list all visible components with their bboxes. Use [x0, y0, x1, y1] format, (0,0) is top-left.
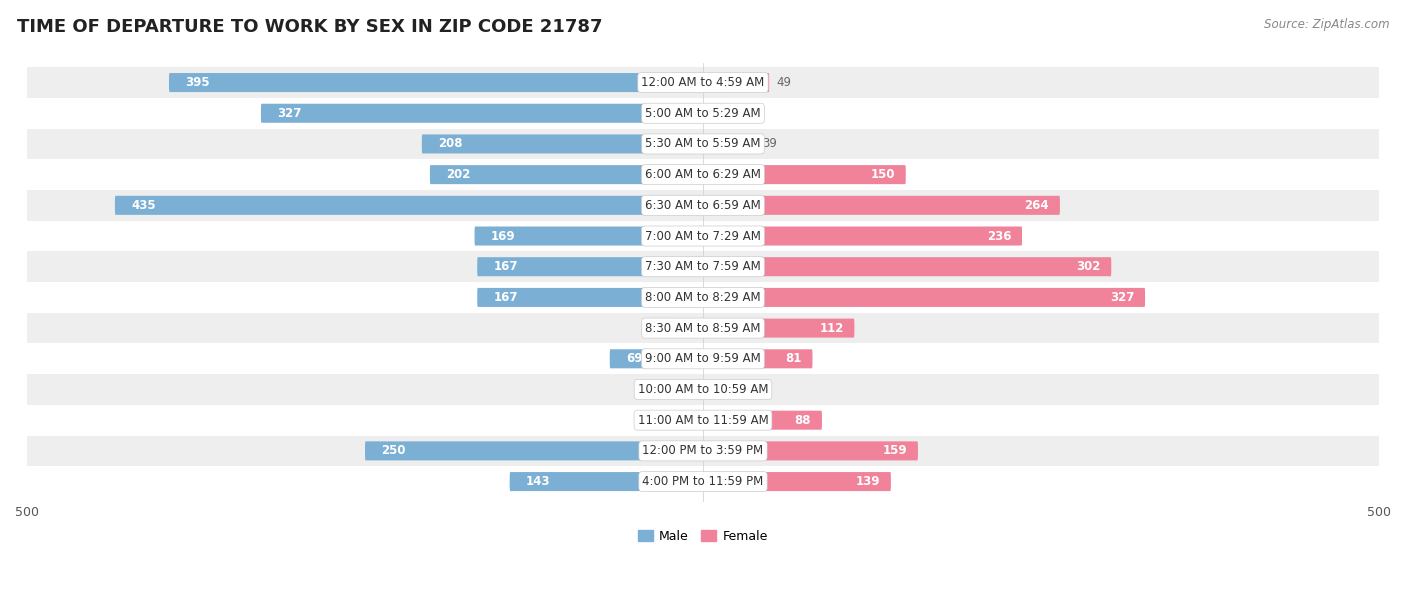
- Text: 208: 208: [439, 137, 463, 151]
- Text: 169: 169: [491, 230, 516, 243]
- Text: Source: ZipAtlas.com: Source: ZipAtlas.com: [1264, 18, 1389, 31]
- Text: 9:00 AM to 9:59 AM: 9:00 AM to 9:59 AM: [645, 352, 761, 365]
- Text: 159: 159: [883, 444, 907, 458]
- FancyBboxPatch shape: [703, 411, 823, 430]
- FancyBboxPatch shape: [703, 349, 813, 368]
- Text: 69: 69: [626, 352, 643, 365]
- FancyBboxPatch shape: [703, 196, 1060, 215]
- Text: 150: 150: [870, 168, 896, 181]
- Text: 81: 81: [786, 352, 801, 365]
- Text: 49: 49: [776, 76, 792, 89]
- Text: 236: 236: [987, 230, 1011, 243]
- Text: 21: 21: [738, 107, 754, 120]
- Text: 167: 167: [494, 291, 517, 304]
- Text: 250: 250: [381, 444, 406, 458]
- FancyBboxPatch shape: [27, 405, 1379, 436]
- Text: 10:00 AM to 10:59 AM: 10:00 AM to 10:59 AM: [638, 383, 768, 396]
- FancyBboxPatch shape: [688, 380, 703, 399]
- Text: 5:00 AM to 5:29 AM: 5:00 AM to 5:29 AM: [645, 107, 761, 120]
- FancyBboxPatch shape: [695, 411, 703, 430]
- Text: 5:30 AM to 5:59 AM: 5:30 AM to 5:59 AM: [645, 137, 761, 151]
- Text: 6: 6: [681, 414, 688, 427]
- FancyBboxPatch shape: [703, 380, 721, 399]
- Text: 8:00 AM to 8:29 AM: 8:00 AM to 8:29 AM: [645, 291, 761, 304]
- Text: TIME OF DEPARTURE TO WORK BY SEX IN ZIP CODE 21787: TIME OF DEPARTURE TO WORK BY SEX IN ZIP …: [17, 18, 602, 36]
- Text: 264: 264: [1025, 199, 1049, 212]
- Text: 302: 302: [1076, 260, 1101, 273]
- FancyBboxPatch shape: [27, 436, 1379, 466]
- Text: 6:30 AM to 6:59 AM: 6:30 AM to 6:59 AM: [645, 199, 761, 212]
- FancyBboxPatch shape: [27, 159, 1379, 190]
- Text: 435: 435: [131, 199, 156, 212]
- FancyBboxPatch shape: [671, 318, 703, 337]
- Text: 143: 143: [526, 475, 550, 488]
- Legend: Male, Female: Male, Female: [633, 525, 773, 548]
- FancyBboxPatch shape: [703, 104, 731, 123]
- Text: 7:00 AM to 7:29 AM: 7:00 AM to 7:29 AM: [645, 230, 761, 243]
- FancyBboxPatch shape: [610, 349, 703, 368]
- Text: 8:30 AM to 8:59 AM: 8:30 AM to 8:59 AM: [645, 322, 761, 334]
- Text: 39: 39: [762, 137, 778, 151]
- FancyBboxPatch shape: [474, 227, 703, 246]
- FancyBboxPatch shape: [477, 288, 703, 307]
- FancyBboxPatch shape: [27, 374, 1379, 405]
- FancyBboxPatch shape: [27, 129, 1379, 159]
- FancyBboxPatch shape: [703, 227, 1022, 246]
- Text: 327: 327: [277, 107, 301, 120]
- FancyBboxPatch shape: [703, 134, 756, 154]
- FancyBboxPatch shape: [115, 196, 703, 215]
- FancyBboxPatch shape: [703, 441, 918, 461]
- FancyBboxPatch shape: [27, 190, 1379, 221]
- Text: 14: 14: [728, 383, 744, 396]
- Text: 327: 327: [1109, 291, 1135, 304]
- FancyBboxPatch shape: [703, 257, 1111, 276]
- FancyBboxPatch shape: [703, 318, 855, 337]
- FancyBboxPatch shape: [430, 165, 703, 184]
- FancyBboxPatch shape: [703, 472, 891, 491]
- Text: 112: 112: [820, 322, 844, 334]
- FancyBboxPatch shape: [509, 472, 703, 491]
- FancyBboxPatch shape: [27, 343, 1379, 374]
- FancyBboxPatch shape: [27, 221, 1379, 251]
- Text: 202: 202: [446, 168, 471, 181]
- Text: 12:00 AM to 4:59 AM: 12:00 AM to 4:59 AM: [641, 76, 765, 89]
- Text: 395: 395: [186, 76, 209, 89]
- FancyBboxPatch shape: [27, 282, 1379, 313]
- FancyBboxPatch shape: [27, 466, 1379, 497]
- Text: 139: 139: [856, 475, 880, 488]
- Text: 4:00 PM to 11:59 PM: 4:00 PM to 11:59 PM: [643, 475, 763, 488]
- FancyBboxPatch shape: [703, 288, 1144, 307]
- Text: 6:00 AM to 6:29 AM: 6:00 AM to 6:29 AM: [645, 168, 761, 181]
- Text: 11: 11: [666, 383, 682, 396]
- Text: 11:00 AM to 11:59 AM: 11:00 AM to 11:59 AM: [638, 414, 768, 427]
- Text: 167: 167: [494, 260, 517, 273]
- Text: 88: 88: [794, 414, 811, 427]
- Text: 7:30 AM to 7:59 AM: 7:30 AM to 7:59 AM: [645, 260, 761, 273]
- FancyBboxPatch shape: [27, 251, 1379, 282]
- Text: 12:00 PM to 3:59 PM: 12:00 PM to 3:59 PM: [643, 444, 763, 458]
- FancyBboxPatch shape: [27, 67, 1379, 98]
- FancyBboxPatch shape: [169, 73, 703, 92]
- FancyBboxPatch shape: [422, 134, 703, 154]
- FancyBboxPatch shape: [366, 441, 703, 461]
- FancyBboxPatch shape: [477, 257, 703, 276]
- FancyBboxPatch shape: [703, 165, 905, 184]
- FancyBboxPatch shape: [262, 104, 703, 123]
- FancyBboxPatch shape: [703, 73, 769, 92]
- Text: 24: 24: [648, 322, 664, 334]
- FancyBboxPatch shape: [27, 313, 1379, 343]
- FancyBboxPatch shape: [27, 98, 1379, 129]
